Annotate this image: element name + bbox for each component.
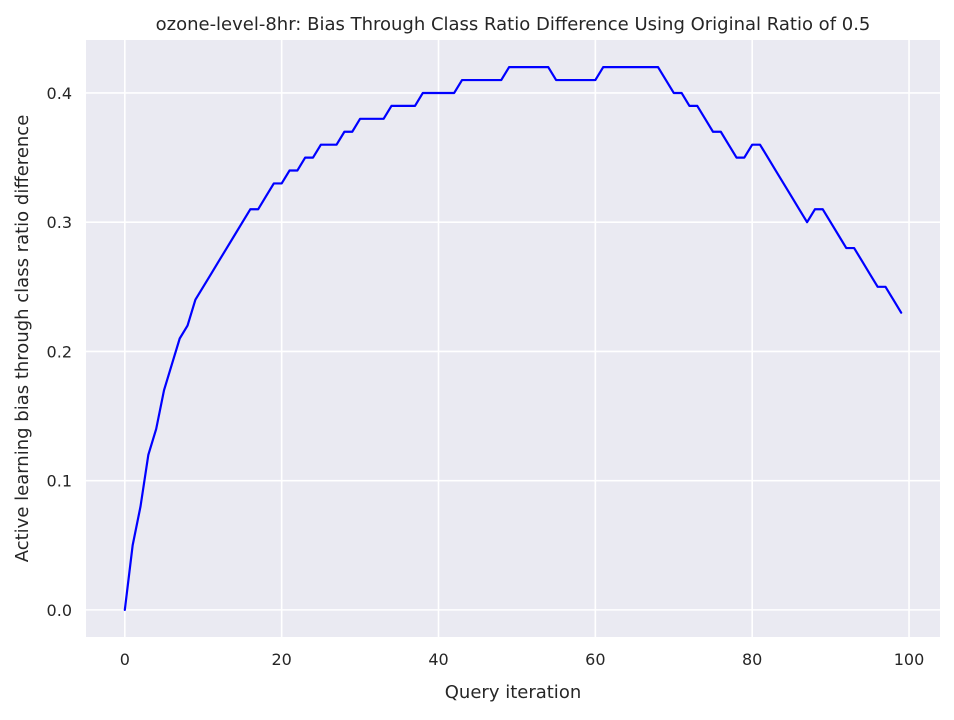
tick-labels: 0 20 40 60 80 100 0.0 0.1 0.2 0.3 0.4 — [47, 84, 925, 669]
grid — [86, 40, 940, 637]
x-tick-label: 80 — [742, 650, 762, 669]
y-tick-label: 0.4 — [47, 84, 72, 103]
y-tick-label: 0.1 — [47, 472, 72, 491]
y-tick-label: 0.2 — [47, 342, 72, 361]
x-tick-label: 60 — [585, 650, 605, 669]
x-tick-label: 100 — [894, 650, 925, 669]
y-axis-label: Active learning bias through class ratio… — [12, 115, 33, 563]
x-axis-label: Query iteration — [445, 682, 581, 703]
y-tick-label: 0.3 — [47, 213, 72, 232]
x-tick-label: 0 — [120, 650, 130, 669]
plot-area — [86, 40, 940, 637]
chart-title: ozone-level-8hr: Bias Through Class Rati… — [156, 14, 871, 35]
x-tick-label: 40 — [428, 650, 448, 669]
series-layer — [123, 66, 903, 611]
y-tick-label: 0.0 — [47, 601, 72, 620]
x-tick-label: 20 — [271, 650, 291, 669]
series-line — [123, 66, 903, 611]
